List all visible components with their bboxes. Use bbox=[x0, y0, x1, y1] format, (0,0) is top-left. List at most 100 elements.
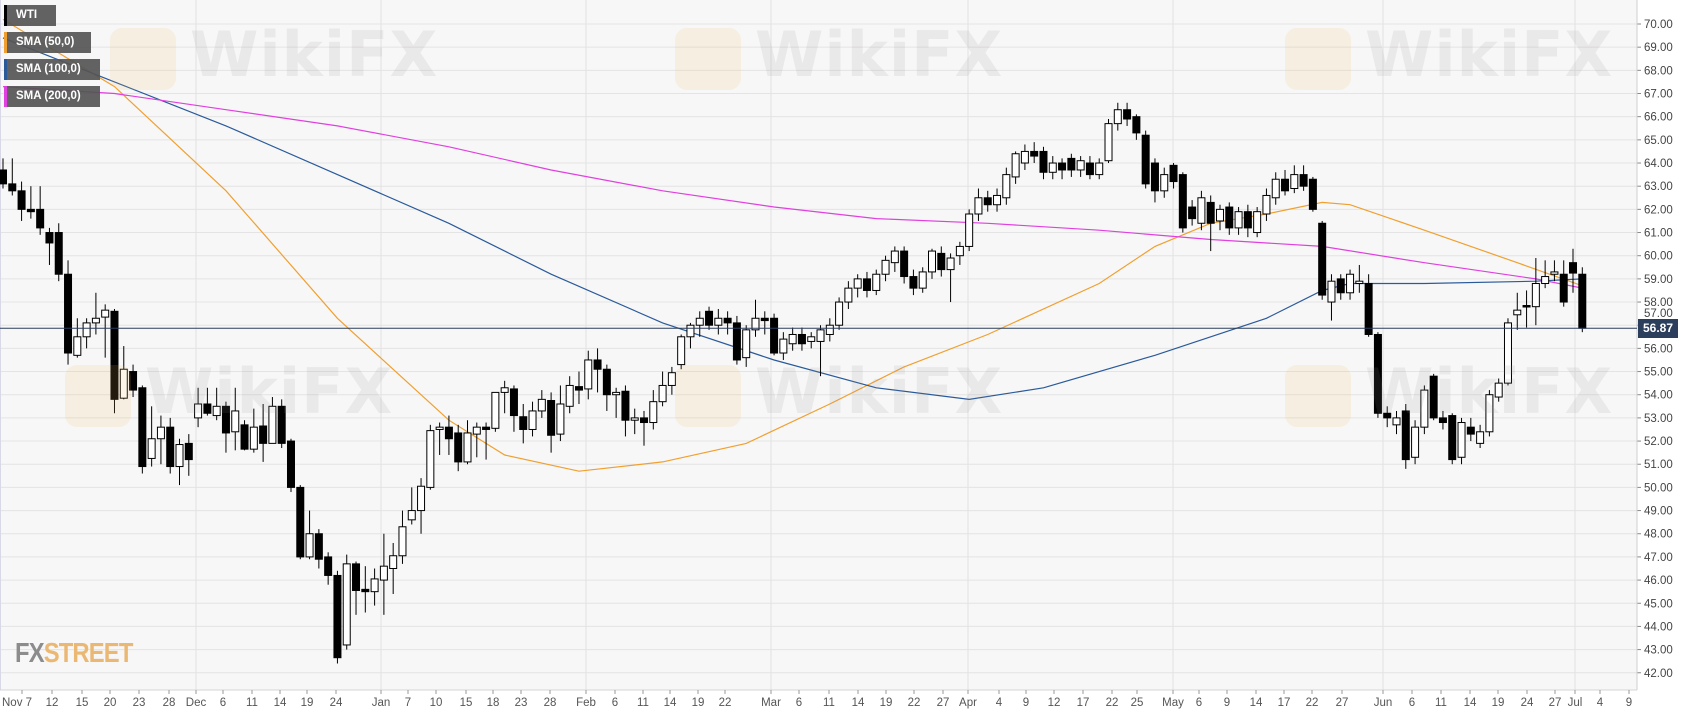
legend-item-sma-100[interactable]: SMA (100,0) bbox=[4, 59, 100, 80]
y-tick-label: 61.00 bbox=[1644, 228, 1673, 240]
candle bbox=[491, 391, 500, 432]
candle-body-up bbox=[1113, 109, 1122, 125]
candle-body-up bbox=[1197, 197, 1206, 224]
candle-body-down bbox=[602, 368, 611, 396]
candle bbox=[398, 510, 407, 564]
candle bbox=[1327, 274, 1336, 321]
candle bbox=[1383, 406, 1392, 428]
candle-body-down bbox=[1141, 134, 1150, 185]
candle-body-up bbox=[1346, 273, 1355, 294]
candle-body-down bbox=[1132, 116, 1141, 134]
candle bbox=[240, 420, 249, 451]
candle bbox=[417, 478, 426, 534]
candle bbox=[1559, 260, 1568, 307]
candle-body-down bbox=[54, 232, 63, 275]
watermark: WikiFX bbox=[65, 355, 393, 428]
candle bbox=[91, 292, 100, 335]
candle bbox=[612, 387, 621, 418]
x-tick-label: 11 bbox=[246, 697, 258, 709]
candle-body-down bbox=[1039, 150, 1048, 173]
candle bbox=[640, 410, 649, 446]
candle-body-down bbox=[110, 310, 119, 400]
candle-body-up bbox=[1420, 389, 1429, 428]
x-tick-label: Jun bbox=[1374, 697, 1393, 709]
candle-body-up bbox=[1327, 280, 1336, 303]
x-tick-label: 14 bbox=[664, 697, 677, 709]
candle bbox=[797, 327, 806, 351]
candle-body-down bbox=[1336, 278, 1345, 294]
candle-body-up bbox=[73, 336, 82, 356]
candle-body-up bbox=[1271, 178, 1280, 199]
x-tick-label: 11 bbox=[823, 697, 835, 709]
candle bbox=[1411, 420, 1420, 465]
candle bbox=[1076, 156, 1085, 177]
candle bbox=[379, 533, 388, 615]
candle bbox=[695, 311, 704, 337]
candle-body-down bbox=[1578, 273, 1587, 329]
candle bbox=[1308, 176, 1317, 212]
candle-body-down bbox=[983, 197, 992, 206]
candle-body-up bbox=[612, 391, 621, 396]
x-tick-label: 6 bbox=[1409, 697, 1415, 709]
candle bbox=[649, 390, 658, 430]
candle-body-up bbox=[389, 555, 398, 569]
candle bbox=[779, 332, 788, 360]
candle-body-down bbox=[482, 426, 491, 430]
candle bbox=[1011, 151, 1020, 184]
candle-body-up bbox=[1290, 174, 1299, 190]
candle bbox=[1318, 220, 1327, 300]
candle bbox=[54, 223, 63, 282]
candle-body-up bbox=[1002, 174, 1011, 199]
candles bbox=[0, 102, 1587, 664]
candle-body-down bbox=[1281, 178, 1290, 192]
x-tick-label: 27 bbox=[937, 697, 950, 709]
x-tick-label: 22 bbox=[1306, 697, 1319, 709]
candle bbox=[82, 318, 91, 349]
x-tick-label: Dec bbox=[186, 697, 207, 709]
candle bbox=[454, 424, 463, 472]
x-tick-label: 11 bbox=[637, 697, 649, 709]
candle bbox=[686, 322, 695, 349]
candle-body-down bbox=[64, 273, 73, 354]
y-tick-label: 49.00 bbox=[1644, 506, 1673, 518]
x-tick-label: 15 bbox=[76, 697, 89, 709]
x-tick-label: 6 bbox=[612, 697, 618, 709]
candle-body-down bbox=[909, 276, 918, 289]
candle bbox=[324, 552, 333, 585]
y-tick-label: 70.00 bbox=[1644, 19, 1673, 31]
legend-item-sma-50[interactable]: SMA (50,0) bbox=[4, 32, 91, 53]
y-tick-label: 56.00 bbox=[1644, 343, 1673, 355]
legend-item-wti[interactable]: WTI bbox=[4, 5, 56, 26]
candle bbox=[268, 397, 277, 444]
x-tick-label: 24 bbox=[1521, 697, 1534, 709]
candle bbox=[277, 399, 286, 449]
candle-body-down bbox=[1058, 162, 1067, 171]
candle bbox=[1039, 146, 1048, 180]
candle bbox=[909, 269, 918, 296]
candle bbox=[556, 385, 565, 442]
candle bbox=[64, 260, 73, 365]
candle-body-up bbox=[649, 401, 658, 424]
candle-body-up bbox=[890, 250, 899, 264]
candle bbox=[853, 274, 862, 298]
candle bbox=[500, 380, 509, 414]
legend-item-sma-200[interactable]: SMA (200,0) bbox=[4, 86, 100, 107]
candle bbox=[677, 334, 686, 370]
plot-background bbox=[0, 0, 1637, 690]
x-tick-label: 14 bbox=[1250, 697, 1263, 709]
candle bbox=[221, 401, 230, 453]
candle-body-down bbox=[1429, 375, 1438, 419]
candle bbox=[1476, 424, 1485, 449]
candle-body-down bbox=[1206, 201, 1215, 224]
candle-body-up bbox=[1503, 322, 1512, 384]
x-tick-label: 25 bbox=[1131, 697, 1144, 709]
y-tick-label: 45.00 bbox=[1644, 598, 1673, 610]
candle-body-up bbox=[305, 533, 314, 558]
x-tick-label: 14 bbox=[852, 697, 865, 709]
candle-body-down bbox=[1373, 333, 1382, 414]
candle bbox=[1225, 202, 1234, 235]
candle-body-up bbox=[370, 578, 379, 593]
candle bbox=[1113, 102, 1122, 131]
x-tick-label: 11 bbox=[1435, 697, 1447, 709]
candle bbox=[937, 246, 946, 277]
